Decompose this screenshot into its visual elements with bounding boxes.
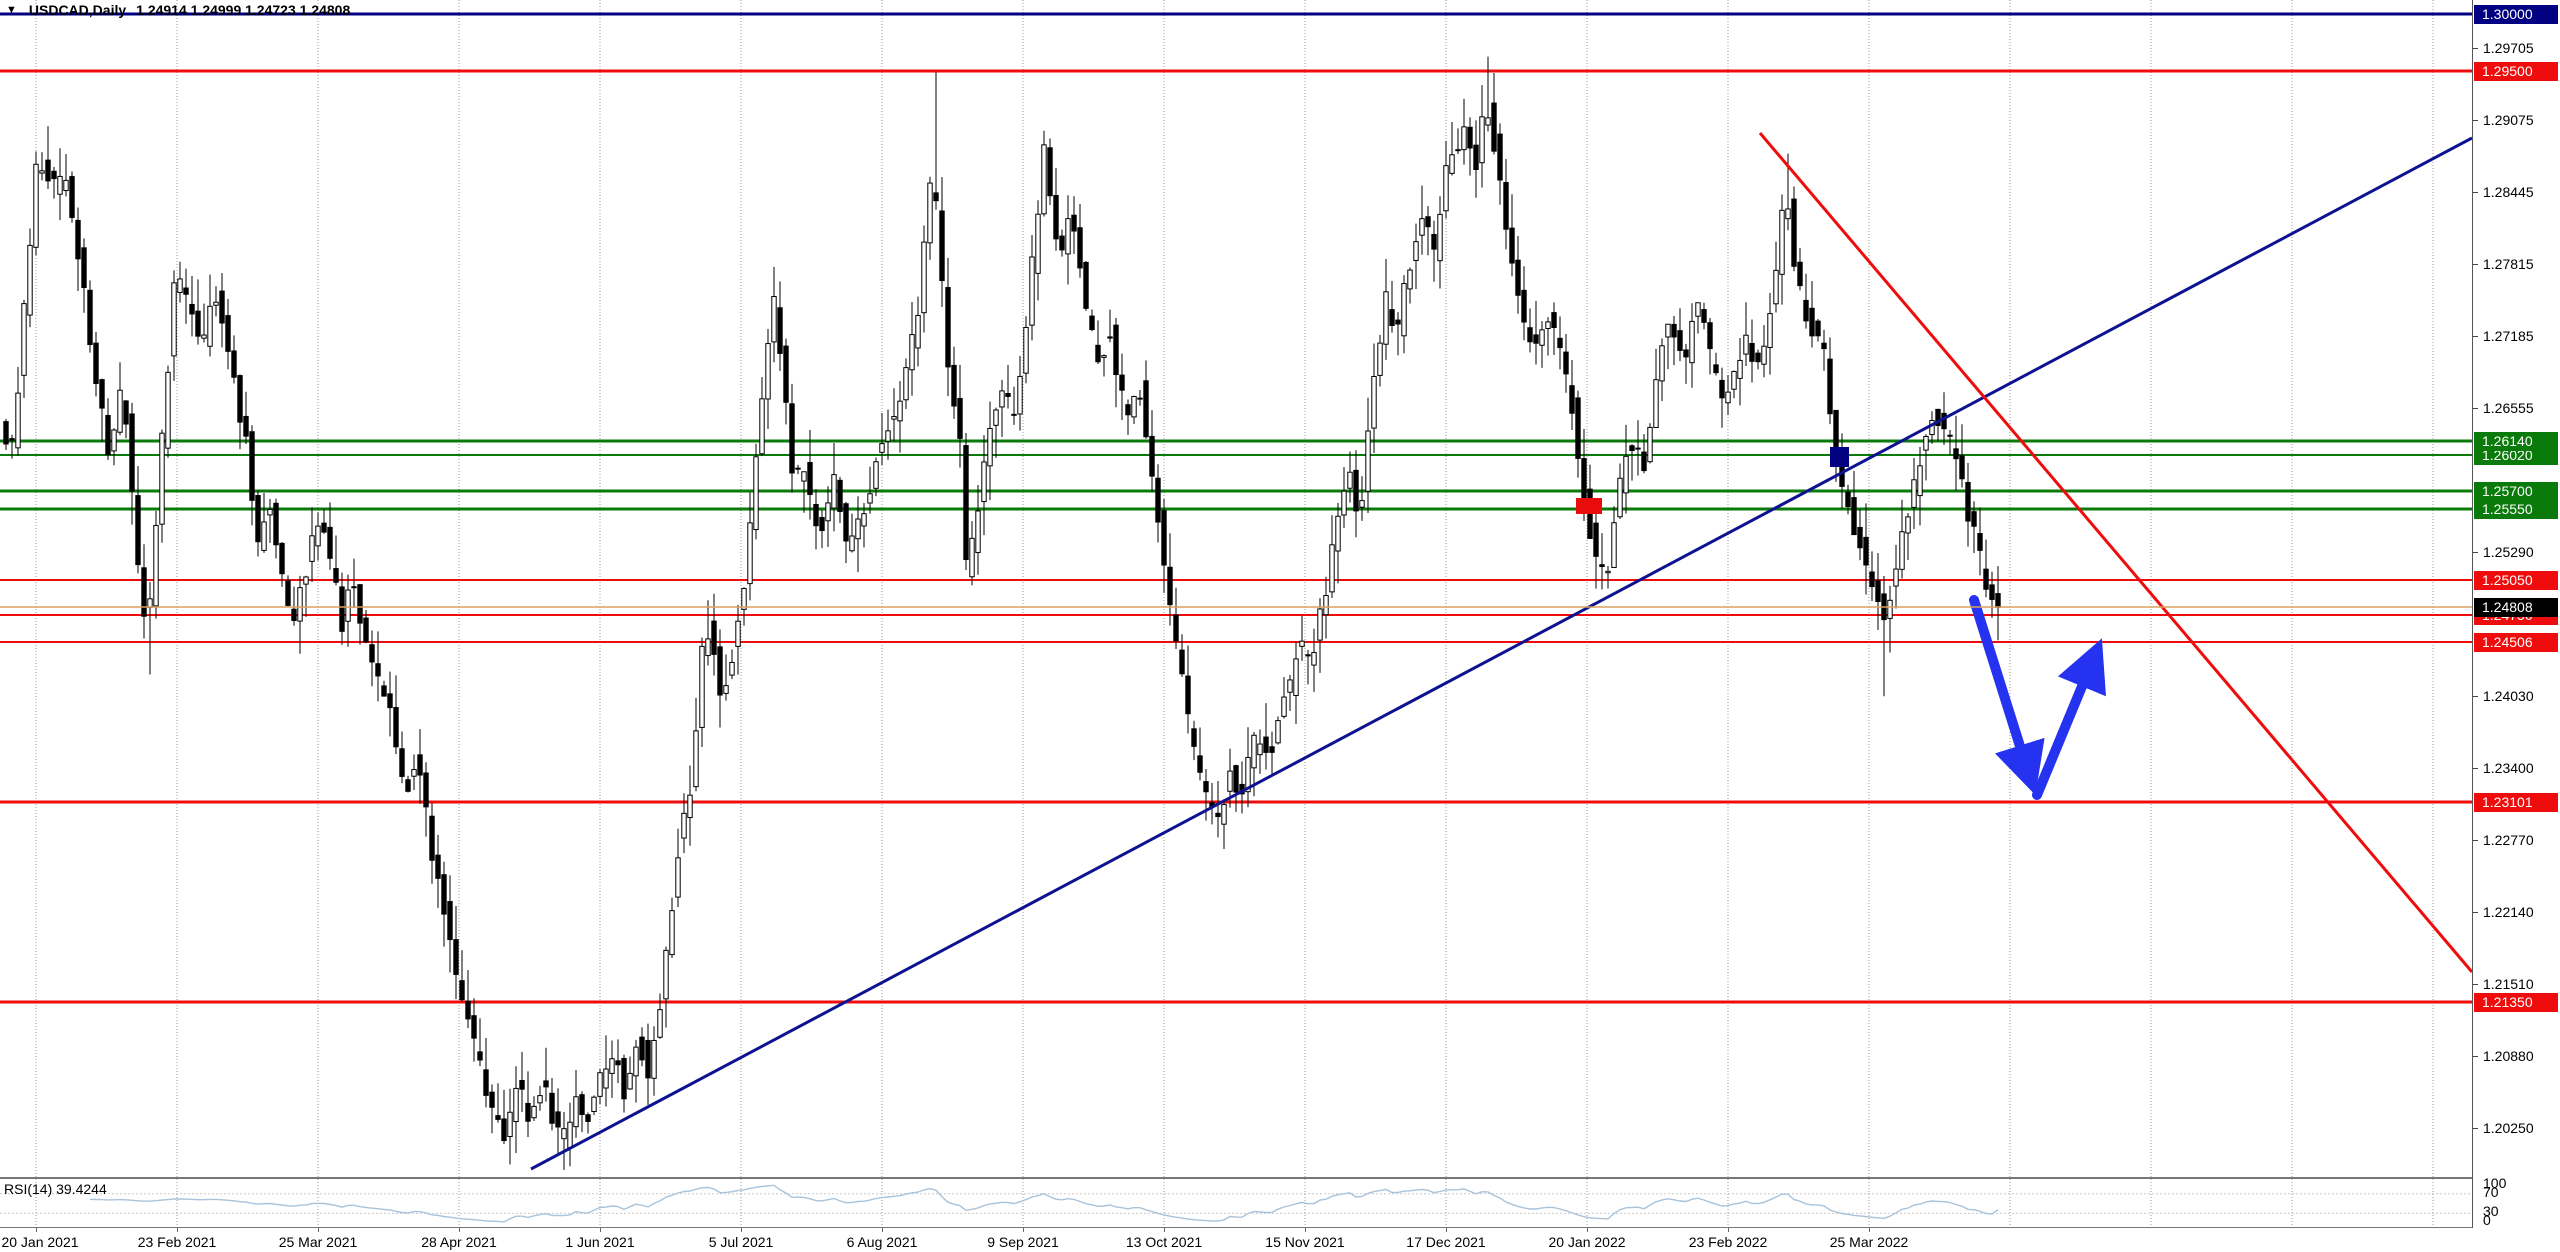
- date-label: 20 Jan 2021: [1, 1234, 79, 1250]
- date-tick-mark: [1305, 1228, 1306, 1232]
- trendlines[interactable]: [530, 132, 2472, 1171]
- candlesticks: [3, 56, 2001, 1170]
- date-axis[interactable]: 20 Jan 2021 23 Feb 2021 25 Mar 2021 28 Apr …: [0, 1228, 2560, 1252]
- price-tick-mark: [2473, 1128, 2478, 1129]
- price-tick-label: 1.28445: [2483, 184, 2534, 200]
- date-tick-mark: [882, 1228, 883, 1232]
- price-level-badge: 1.25550: [2474, 499, 2558, 519]
- date-tick-mark: [600, 1228, 601, 1232]
- price-tick-mark: [2473, 48, 2478, 49]
- date-label: 28 Apr 2021: [421, 1234, 497, 1250]
- ohlc-values: 1.24914 1.24999 1.24723 1.24808: [136, 2, 351, 18]
- price-tick-mark: [2473, 984, 2478, 985]
- rsi-indicator-label: RSI(14) 39.4244: [4, 1181, 107, 1197]
- date-tick-mark: [177, 1228, 178, 1232]
- price-tick-label: 1.21510: [2483, 976, 2534, 992]
- price-tick-label: 1.22770: [2483, 832, 2534, 848]
- date-tick-mark: [318, 1228, 319, 1232]
- projection-arrow-up[interactable]: [2032, 638, 2107, 800]
- price-tick-mark: [2473, 912, 2478, 913]
- chart-title: ▼ USDCAD,Daily 1.24914 1.24999 1.24723 1…: [6, 2, 350, 18]
- price-level-badge: 1.24506: [2474, 632, 2558, 652]
- vertical-gridlines: [35, 0, 2434, 1177]
- symbol-timeframe-label: USDCAD,Daily: [28, 2, 127, 18]
- price-level-badge: 1.25050: [2474, 570, 2558, 590]
- main-chart-panel[interactable]: ▼ USDCAD,Daily 1.24914 1.24999 1.24723 1…: [0, 0, 2472, 1177]
- box-markers[interactable]: [1576, 447, 1849, 514]
- date-label: 20 Jan 2022: [1548, 1234, 1626, 1250]
- price-level-badge: 1.24808: [2474, 597, 2558, 617]
- date-tick-mark: [1164, 1228, 1165, 1232]
- date-tick-mark: [36, 1228, 37, 1232]
- price-level-badge: 1.25700: [2474, 481, 2558, 501]
- price-tick-label: 1.26555: [2483, 400, 2534, 416]
- rsi-line: [89, 1184, 1999, 1223]
- price-level-badge: 1.21350: [2474, 992, 2558, 1012]
- date-label: 23 Feb 2021: [137, 1234, 217, 1250]
- date-label: 23 Feb 2022: [1688, 1234, 1768, 1250]
- price-tick-label: 1.25290: [2483, 544, 2534, 560]
- date-label: 5 Jul 2021: [708, 1234, 774, 1250]
- price-tick-label: 1.29075: [2483, 112, 2534, 128]
- date-label: 17 Dec 2021: [1406, 1234, 1486, 1250]
- price-tick-label: 1.20250: [2483, 1120, 2534, 1136]
- price-tick-label: 1.27185: [2483, 328, 2534, 344]
- date-label: 25 Mar 2022: [1829, 1234, 1909, 1250]
- price-tick-label: 1.23400: [2483, 760, 2534, 776]
- rsi-scale-label: 100: [2483, 1175, 2507, 1191]
- chart-menu-icon[interactable]: ▼: [6, 4, 17, 16]
- date-label: 25 Mar 2021: [278, 1234, 358, 1250]
- date-label: 1 Jun 2021: [565, 1234, 635, 1250]
- date-tick-mark: [1587, 1228, 1588, 1232]
- rsi-scale-label: 70: [2483, 1184, 2499, 1200]
- price-tick-label: 1.20880: [2483, 1048, 2534, 1064]
- date-tick-mark: [1023, 1228, 1024, 1232]
- date-tick-mark: [459, 1228, 460, 1232]
- price-tick-mark: [2473, 336, 2478, 337]
- descending-resistance-line[interactable]: [1758, 132, 2472, 973]
- price-tick-mark: [2473, 408, 2478, 409]
- price-tick-label: 1.29705: [2483, 40, 2534, 56]
- price-tick-label: 1.27815: [2483, 256, 2534, 272]
- price-tick-label: 1.22140: [2483, 904, 2534, 920]
- price-level-badge: 1.29500: [2474, 61, 2558, 81]
- price-tick-mark: [2473, 192, 2478, 193]
- chart-canvas[interactable]: [0, 0, 2472, 1177]
- date-label: 13 Oct 2021: [1125, 1234, 1203, 1250]
- price-tick-mark: [2473, 552, 2478, 553]
- rsi-scale-label: 0: [2483, 1212, 2491, 1228]
- date-tick-mark: [1869, 1228, 1870, 1232]
- date-tick-mark: [1446, 1228, 1447, 1232]
- price-tick-label: 1.24030: [2483, 688, 2534, 704]
- projection-arrow-down[interactable]: [1969, 595, 2045, 796]
- price-level-badge: 1.23101: [2474, 792, 2558, 812]
- date-label: 15 Nov 2021: [1265, 1234, 1345, 1250]
- rsi-scale-label: 30: [2483, 1203, 2499, 1219]
- date-label: 6 Aug 2021: [846, 1234, 918, 1250]
- date-tick-mark: [1728, 1228, 1729, 1232]
- price-tick-mark: [2473, 264, 2478, 265]
- red-box-marker[interactable]: [1576, 498, 1602, 514]
- price-tick-mark: [2473, 768, 2478, 769]
- price-level-badge: 1.30000: [2474, 4, 2558, 24]
- ascending-support-line[interactable]: [530, 136, 2472, 1171]
- price-tick-mark: [2473, 120, 2478, 121]
- price-tick-mark: [2473, 1056, 2478, 1057]
- price-tick-mark: [2473, 840, 2478, 841]
- rsi-indicator-panel[interactable]: RSI(14) 39.4244: [0, 1177, 2472, 1228]
- price-level-badge: 1.26140: [2474, 431, 2558, 451]
- date-tick-mark: [741, 1228, 742, 1232]
- rsi-canvas: [0, 1179, 2472, 1227]
- price-axis[interactable]: 1.29705 1.29075 1.28445 1.27815 1.27185 1.265…: [2472, 0, 2560, 1228]
- blue-box-marker[interactable]: [1830, 447, 1849, 467]
- projection-arrows[interactable]: [1969, 595, 2107, 800]
- price-tick-mark: [2473, 696, 2478, 697]
- horizontal-level-lines[interactable]: [0, 12, 2472, 1004]
- date-label: 9 Sep 2021: [987, 1234, 1059, 1250]
